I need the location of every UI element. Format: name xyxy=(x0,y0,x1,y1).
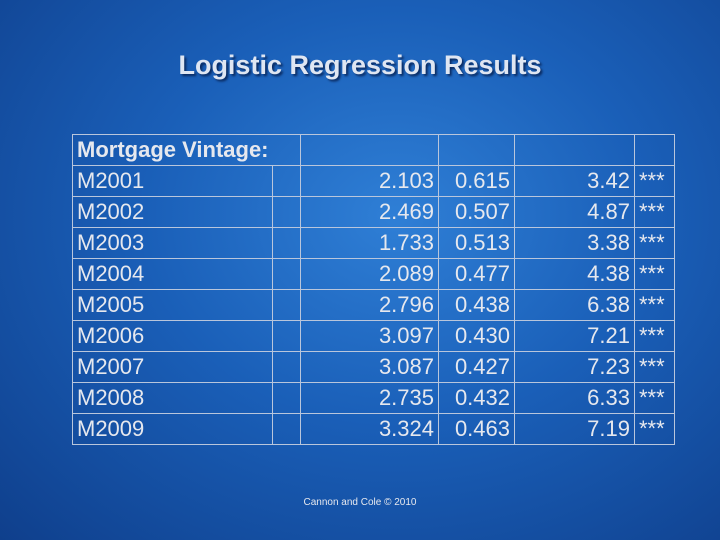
vintage-cell: M2007 xyxy=(72,351,273,383)
std-error-cell: 0.438 xyxy=(438,289,515,321)
empty-cell xyxy=(272,196,301,228)
std-error-cell: 0.615 xyxy=(438,165,515,197)
vintage-cell: M2001 xyxy=(72,165,273,197)
significance-cell: *** xyxy=(634,413,675,445)
std-error-cell: 0.477 xyxy=(438,258,515,290)
z-stat-cell: 3.42 xyxy=(514,165,635,197)
std-error-cell: 0.513 xyxy=(438,227,515,259)
vintage-cell: M2006 xyxy=(72,320,273,352)
table-row: M2006 3.097 0.430 7.21 *** xyxy=(72,320,675,352)
std-error-cell: 0.427 xyxy=(438,351,515,383)
coefficient-cell: 3.097 xyxy=(300,320,439,352)
std-error-cell: 0.430 xyxy=(438,320,515,352)
table-row: M2009 3.324 0.463 7.19 *** xyxy=(72,413,675,445)
table-row: M2002 2.469 0.507 4.87 *** xyxy=(72,196,675,228)
z-stat-cell: 6.38 xyxy=(514,289,635,321)
coefficient-cell: 2.089 xyxy=(300,258,439,290)
vintage-cell: M2002 xyxy=(72,196,273,228)
significance-cell: *** xyxy=(634,320,675,352)
empty-cell xyxy=(634,134,675,166)
footer: Cannon and Cole © 2010 xyxy=(303,497,417,508)
z-stat-cell: 7.21 xyxy=(514,320,635,352)
z-stat-cell: 3.38 xyxy=(514,227,635,259)
results-table: Mortgage Vintage: M2001 2.103 0.615 3.42 ***… xyxy=(72,134,675,445)
significance-cell: *** xyxy=(634,351,675,383)
std-error-cell: 0.463 xyxy=(438,413,515,445)
empty-cell xyxy=(272,382,301,414)
significance-cell: *** xyxy=(634,165,675,197)
z-stat-cell: 7.23 xyxy=(514,351,635,383)
empty-cell xyxy=(272,320,301,352)
vintage-cell: M2003 xyxy=(72,227,273,259)
coefficient-cell: 2.735 xyxy=(300,382,439,414)
empty-cell xyxy=(272,227,301,259)
vintage-cell: M2009 xyxy=(72,413,273,445)
vintage-cell: M2004 xyxy=(72,258,273,290)
empty-cell xyxy=(272,258,301,290)
table-row: M2005 2.796 0.438 6.38 *** xyxy=(72,289,675,321)
slide-title: Logistic Regression Results xyxy=(178,50,542,80)
table-row: M2007 3.087 0.427 7.23 *** xyxy=(72,351,675,383)
header-row: Mortgage Vintage: xyxy=(72,134,675,166)
significance-cell: *** xyxy=(634,196,675,228)
empty-cell xyxy=(272,289,301,321)
empty-cell xyxy=(438,134,515,166)
table-row: M2003 1.733 0.513 3.38 *** xyxy=(72,227,675,259)
significance-cell: *** xyxy=(634,289,675,321)
empty-cell xyxy=(272,351,301,383)
significance-cell: *** xyxy=(634,227,675,259)
z-stat-cell: 4.87 xyxy=(514,196,635,228)
empty-cell xyxy=(300,134,439,166)
table-body: Mortgage Vintage: M2001 2.103 0.615 3.42 ***… xyxy=(72,134,675,445)
z-stat-cell: 7.19 xyxy=(514,413,635,445)
std-error-cell: 0.507 xyxy=(438,196,515,228)
vintage-cell: M2005 xyxy=(72,289,273,321)
coefficient-cell: 2.103 xyxy=(300,165,439,197)
empty-cell xyxy=(272,165,301,197)
coefficient-cell: 1.733 xyxy=(300,227,439,259)
coefficient-cell: 2.796 xyxy=(300,289,439,321)
z-stat-cell: 4.38 xyxy=(514,258,635,290)
coefficient-cell: 3.087 xyxy=(300,351,439,383)
table-row: M2004 2.089 0.477 4.38 *** xyxy=(72,258,675,290)
coefficient-cell: 3.324 xyxy=(300,413,439,445)
vintage-cell: M2008 xyxy=(72,382,273,414)
empty-cell xyxy=(272,413,301,445)
table-heading: Mortgage Vintage: xyxy=(72,134,301,166)
table-row: M2008 2.735 0.432 6.33 *** xyxy=(72,382,675,414)
significance-cell: *** xyxy=(634,258,675,290)
std-error-cell: 0.432 xyxy=(438,382,515,414)
coefficient-cell: 2.469 xyxy=(300,196,439,228)
table-row: M2001 2.103 0.615 3.42 *** xyxy=(72,165,675,197)
z-stat-cell: 6.33 xyxy=(514,382,635,414)
significance-cell: *** xyxy=(634,382,675,414)
empty-cell xyxy=(514,134,635,166)
